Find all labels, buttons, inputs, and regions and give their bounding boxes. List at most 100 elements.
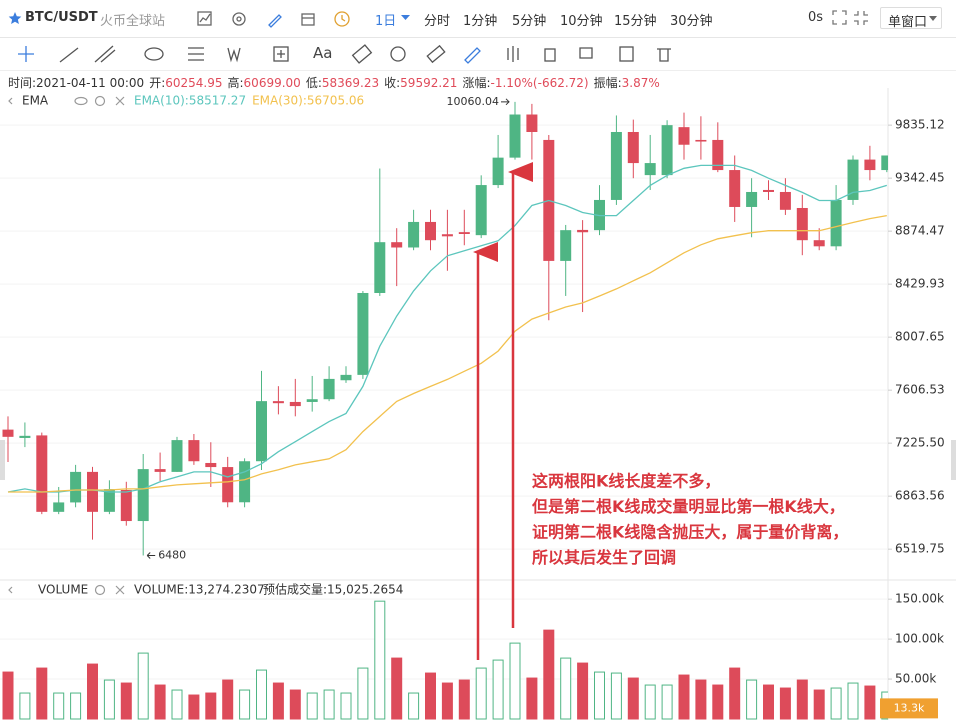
candle-body [627,131,639,164]
y-tick-label: 9835.12 [895,118,945,132]
volume-bar [847,682,859,720]
dropdown-arrow [401,15,410,20]
volume-bar [594,671,605,720]
candle-body [830,199,842,247]
candle-body [171,440,183,472]
volume-bar [458,679,470,720]
volume-bar [712,684,724,720]
window-select[interactable]: 单窗口 [880,7,942,30]
interval[interactable]: 1日 [375,14,397,29]
grid: 9835.12 9342.45 8874.47 8429.93 8007.65 7606.… [0,118,945,686]
candle-body [137,469,149,522]
volume-bar [222,679,234,720]
info-value: 3.87% [621,76,660,90]
candle-body [120,489,132,522]
candle-body [678,127,690,145]
info-label: 低: [305,76,322,90]
y-tick-label: 7606.53 [895,383,945,397]
candle-body [712,139,724,171]
interval-option[interactable]: 30分钟 [670,14,713,29]
volume-bar [374,600,386,720]
y-tick-label: 8007.65 [895,330,945,344]
toolbar-icons[interactable] [196,10,356,28]
plot [2,101,888,720]
interval-option[interactable]: 5分钟 [512,14,547,29]
volume-bar [323,689,335,720]
candle-body [864,159,876,171]
info-value: 60254.95 [165,76,223,90]
volume-bar [627,677,639,720]
high-label: 10060.04 [447,95,500,108]
interval-option[interactable]: 15分钟 [614,14,657,29]
window-icons[interactable] [832,10,874,26]
legend-entry: EMA(10):58517.27 [134,94,246,108]
label-arrow [146,552,156,559]
volume-bar [256,669,267,720]
symbol[interactable]: BTC/USDT [25,10,98,25]
volume-bar [796,679,808,720]
volume-bar [391,657,403,720]
volume-bar [239,689,251,720]
indicator-name: EMA [22,94,49,108]
volume-bar [19,692,31,720]
candle-body [289,401,301,407]
candle-body [154,469,166,472]
drawing-tools[interactable] [0,38,700,70]
volume-bar [205,692,217,720]
candle-body [881,155,888,171]
info-label: 涨幅: [462,76,491,90]
candle-body [36,435,48,512]
volume-bar [746,679,758,720]
volume-bar [441,682,453,720]
interval-option[interactable]: 10分钟 [560,14,603,29]
interval-option[interactable]: 分时 [424,14,451,29]
candle-body [729,170,741,207]
candle-body [847,159,859,200]
volume-badge [880,698,938,719]
timer: 0s [808,10,824,25]
y-tick-label: 8429.93 [895,277,945,291]
candle-body [2,429,14,437]
volume-bar [137,652,149,720]
candle-body [763,189,774,192]
volume-bar [610,672,622,720]
candle-body [374,242,386,293]
side-tab[interactable] [951,440,956,480]
info-label: 开: [149,76,166,90]
y-tick-label: 7225.50 [895,436,945,450]
info-value: 59592.21 [400,76,458,90]
candle-body [70,471,82,503]
volume-bar [526,677,538,720]
candle-body [746,191,758,207]
candle-body [272,401,284,404]
annotation: 证明第二根K线隐含抛压大，属于量价背离， [532,523,848,542]
dropdown-arrow [929,16,937,21]
text-tool[interactable]: Aa [313,44,333,62]
candle-body [577,229,589,233]
volume-bar [779,687,791,720]
candle-body [222,467,234,503]
info-label: 高: [227,76,244,90]
interval-option[interactable]: 1分钟 [463,14,498,29]
volume-bar [70,692,82,720]
volume-bar [813,689,825,720]
volume-bar [357,667,369,720]
candle-body [357,292,369,375]
low-label: 6480 [158,548,186,561]
candle-body [391,242,403,248]
candle-body [103,489,115,512]
star-icon[interactable] [8,11,22,25]
y-tick-label: 150.00k [895,592,944,606]
volume-bar [509,642,521,720]
window-label: 单窗口 [888,15,928,30]
volume-bar [695,679,707,720]
candle-body [560,230,572,261]
volume-bar [188,694,200,720]
side-tab[interactable] [0,440,5,480]
candle-body [239,461,251,503]
volume-bar [408,692,420,720]
annotation: 所以其后发生了回调 [532,548,676,567]
candle-body [610,131,622,200]
info-value: 58369.23 [321,76,380,90]
candle-body [458,232,470,234]
